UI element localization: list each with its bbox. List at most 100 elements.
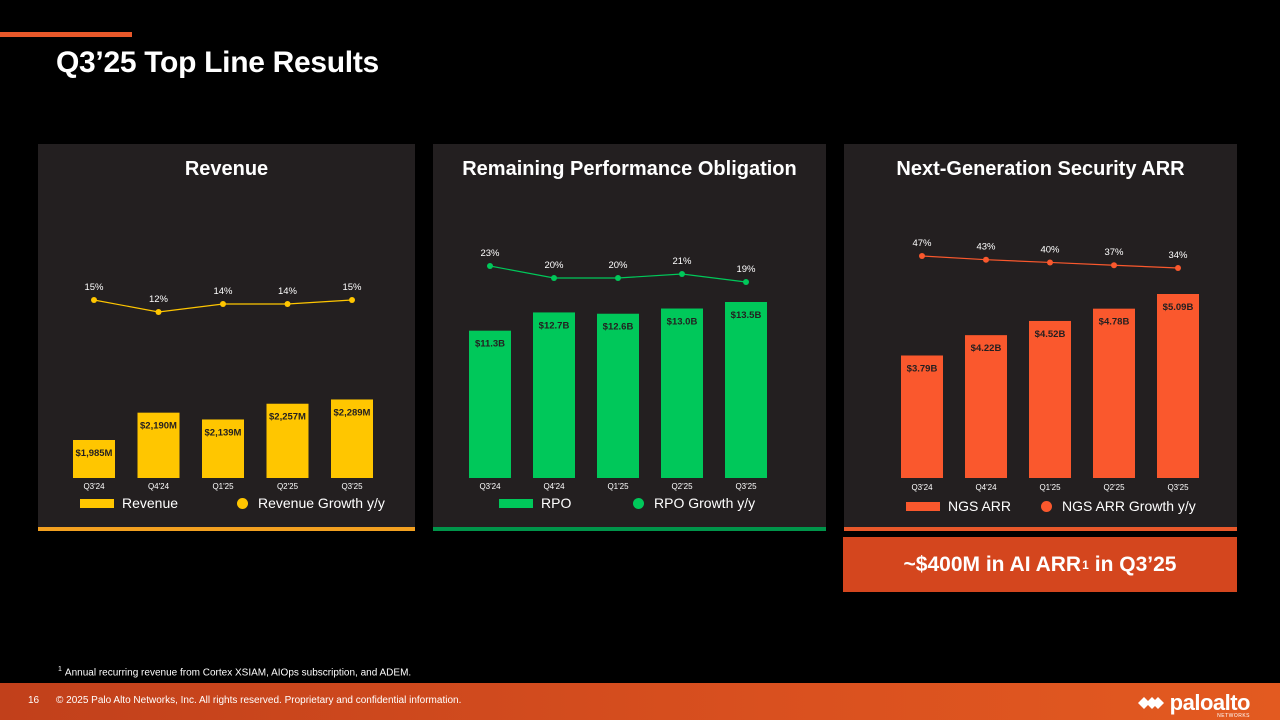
growth-data-label: 34% [1168, 250, 1188, 261]
page-title: Q3’25 Top Line Results [56, 46, 379, 79]
bar-data-label: $4.78B [1099, 317, 1130, 328]
legend-swatch-bar [499, 498, 533, 508]
legend-label-bar: RPO [541, 495, 572, 511]
x-tick-label: Q3'24 [479, 482, 501, 491]
chart-legend: RPO RPO Growth y/y [433, 494, 826, 512]
growth-data-label: 21% [672, 256, 692, 267]
copyright-text: © 2025 Palo Alto Networks, Inc. All righ… [56, 695, 462, 706]
x-tick-label: Q2'25 [671, 482, 693, 491]
x-tick-label: Q1'25 [607, 482, 629, 491]
footnote-text: Annual recurring revenue from Cortex XSI… [64, 667, 412, 679]
bar-data-label: $2,190M [140, 421, 177, 432]
bar [597, 313, 639, 478]
bar [1157, 294, 1199, 478]
growth-data-label: 43% [976, 242, 996, 253]
footnote: 1 Annual recurring revenue from Cortex XS… [58, 666, 411, 678]
bar [331, 399, 373, 478]
bar-data-label: $13.0B [667, 317, 698, 328]
ngs-arr-chart: $3.79B Q3'24 $4.22B Q4'24 $4.52B Q1'25 $4.78B Q… [901, 238, 1199, 492]
bar-data-label: $13.5B [731, 310, 762, 321]
palo-alto-logo: paloalto NETWORKS [1136, 690, 1251, 719]
legend-label-line: NGS ARR Growth y/y [1062, 498, 1196, 514]
x-tick-label: Q1'25 [212, 482, 234, 491]
bar [661, 308, 703, 478]
legend-label-bar: NGS ARR [948, 498, 1012, 514]
bar [965, 335, 1007, 478]
legend-item-line: NGS ARR Growth y/y [1041, 498, 1196, 514]
bar-data-label: $2,257M [269, 412, 306, 423]
bar [1029, 320, 1071, 478]
x-tick-label: Q3'25 [735, 482, 757, 491]
growth-point [155, 309, 162, 315]
bar [533, 312, 575, 478]
growth-point [679, 271, 685, 277]
growth-data-label: 47% [912, 238, 932, 249]
bar [73, 440, 115, 478]
legend-swatch-bar [906, 501, 940, 511]
bar-data-label: $3.79B [907, 363, 938, 374]
growth-point [349, 297, 355, 303]
bar-data-label: $12.6B [603, 322, 634, 333]
bar [725, 302, 767, 478]
growth-data-label: 15% [84, 282, 104, 293]
growth-data-label: 20% [544, 260, 564, 271]
growth-data-label: 37% [1104, 247, 1124, 258]
title-accent-line [0, 32, 132, 37]
chart-title: Remaining Performance Obligation [462, 158, 797, 180]
footnote-marker: 1 [58, 666, 62, 673]
x-tick-label: Q3'24 [83, 482, 105, 491]
chart-title: Revenue [184, 158, 269, 180]
logo-text: paloalto [1169, 690, 1251, 715]
bar [266, 403, 309, 478]
x-tick-label: Q1'25 [1039, 483, 1061, 492]
growth-point [615, 275, 621, 281]
page-number: 16 [28, 695, 40, 706]
bar-data-label: $12.7B [539, 320, 570, 331]
chart-title: Next-Generation Security ARR [896, 158, 1185, 180]
legend-item-bar: Revenue [80, 495, 178, 511]
panel-bottom-border [38, 527, 415, 531]
growth-point [220, 301, 226, 307]
growth-point [91, 297, 97, 303]
growth-data-label: 40% [1040, 244, 1060, 255]
x-tick-label: Q4'24 [543, 482, 565, 491]
growth-point [487, 263, 493, 269]
growth-point [743, 279, 749, 285]
legend-dot-line [1041, 500, 1052, 512]
legend-label-line: RPO Growth y/y [654, 495, 756, 511]
palo-alto-logo-mark-icon [1137, 697, 1164, 709]
legend-label-line: Revenue Growth y/y [258, 495, 385, 511]
growth-point [284, 301, 291, 307]
bar-data-label: $4.52B [1035, 329, 1066, 340]
x-tick-label: Q3'25 [1167, 483, 1189, 492]
chart-legend: NGS ARR NGS ARR Growth y/y [844, 497, 1237, 515]
growth-data-label: 15% [342, 282, 362, 293]
growth-point [1111, 262, 1117, 269]
legend-item-line: RPO Growth y/y [633, 495, 755, 511]
x-tick-label: Q4'24 [148, 482, 170, 491]
legend-item-bar: RPO [499, 495, 571, 511]
legend-dot-line [237, 497, 248, 509]
bar-data-label: $5.09B [1163, 302, 1194, 313]
growth-point [1175, 265, 1181, 271]
callout-footnote-marker: 1 [1082, 557, 1089, 572]
growth-point [983, 256, 989, 263]
revenue-chart-panel: Revenue $1,985M Q3'24 $2,190M Q4'24 $2,139M Q… [38, 144, 415, 531]
revenue-chart: $1,985M Q3'24 $2,190M Q4'24 $2,139M Q1'25 $2,2… [73, 282, 373, 491]
ai-arr-callout: ~$400M in AI ARR 1 in Q3’25 [843, 537, 1237, 592]
growth-point [1047, 259, 1053, 266]
bar [901, 355, 943, 478]
legend-item-bar: NGS ARR [906, 498, 1011, 514]
x-tick-label: Q2'25 [277, 482, 299, 491]
bar-data-label: $11.3B [475, 339, 505, 350]
footer-bar: 16 © 2025 Palo Alto Networks, Inc. All r… [0, 683, 1280, 720]
bar [1093, 308, 1135, 478]
x-tick-label: Q3'24 [911, 483, 933, 492]
bar-data-label: $2,139M [205, 427, 242, 438]
x-tick-label: Q3'25 [341, 482, 363, 491]
callout-suffix: in Q3’25 [1094, 552, 1177, 576]
bar-data-label: $1,985M [76, 448, 113, 459]
bar-data-label: $2,289M [334, 407, 371, 418]
rpo-chart-panel: Remaining Performance Obligation $11.3B Q… [433, 144, 826, 531]
chart-legend: Revenue Revenue Growth y/y [38, 494, 415, 512]
